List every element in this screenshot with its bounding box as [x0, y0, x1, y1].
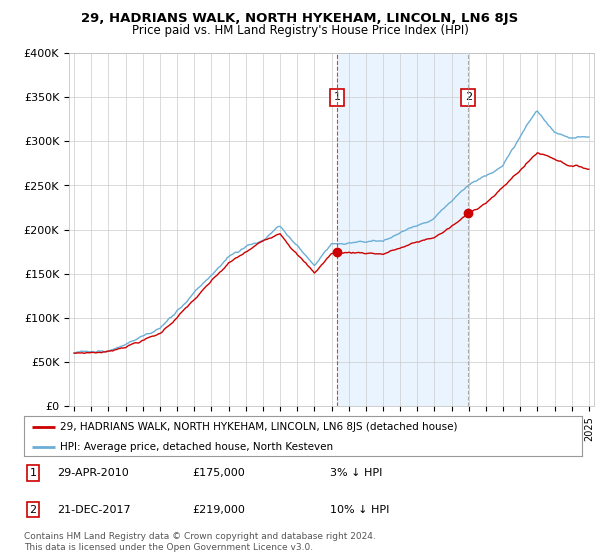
Text: £219,000: £219,000: [192, 505, 245, 515]
Bar: [337, 53, 468, 406]
Text: 10% ↓ HPI: 10% ↓ HPI: [330, 505, 389, 515]
Text: 29, HADRIANS WALK, NORTH HYKEHAM, LINCOLN, LN6 8JS (detached house): 29, HADRIANS WALK, NORTH HYKEHAM, LINCOL…: [60, 422, 458, 432]
Text: 29, HADRIANS WALK, NORTH HYKEHAM, LINCOLN, LN6 8JS: 29, HADRIANS WALK, NORTH HYKEHAM, LINCOL…: [82, 12, 518, 25]
Text: 1: 1: [334, 92, 341, 102]
Text: Price paid vs. HM Land Registry's House Price Index (HPI): Price paid vs. HM Land Registry's House …: [131, 24, 469, 36]
Text: £175,000: £175,000: [192, 468, 245, 478]
Text: Contains HM Land Registry data © Crown copyright and database right 2024.
This d: Contains HM Land Registry data © Crown c…: [24, 532, 376, 552]
Text: 1: 1: [29, 468, 37, 478]
Text: 3% ↓ HPI: 3% ↓ HPI: [330, 468, 382, 478]
Text: 2: 2: [464, 92, 472, 102]
Text: 21-DEC-2017: 21-DEC-2017: [57, 505, 131, 515]
Text: 2: 2: [29, 505, 37, 515]
Text: HPI: Average price, detached house, North Kesteven: HPI: Average price, detached house, Nort…: [60, 442, 334, 452]
Text: 29-APR-2010: 29-APR-2010: [57, 468, 129, 478]
